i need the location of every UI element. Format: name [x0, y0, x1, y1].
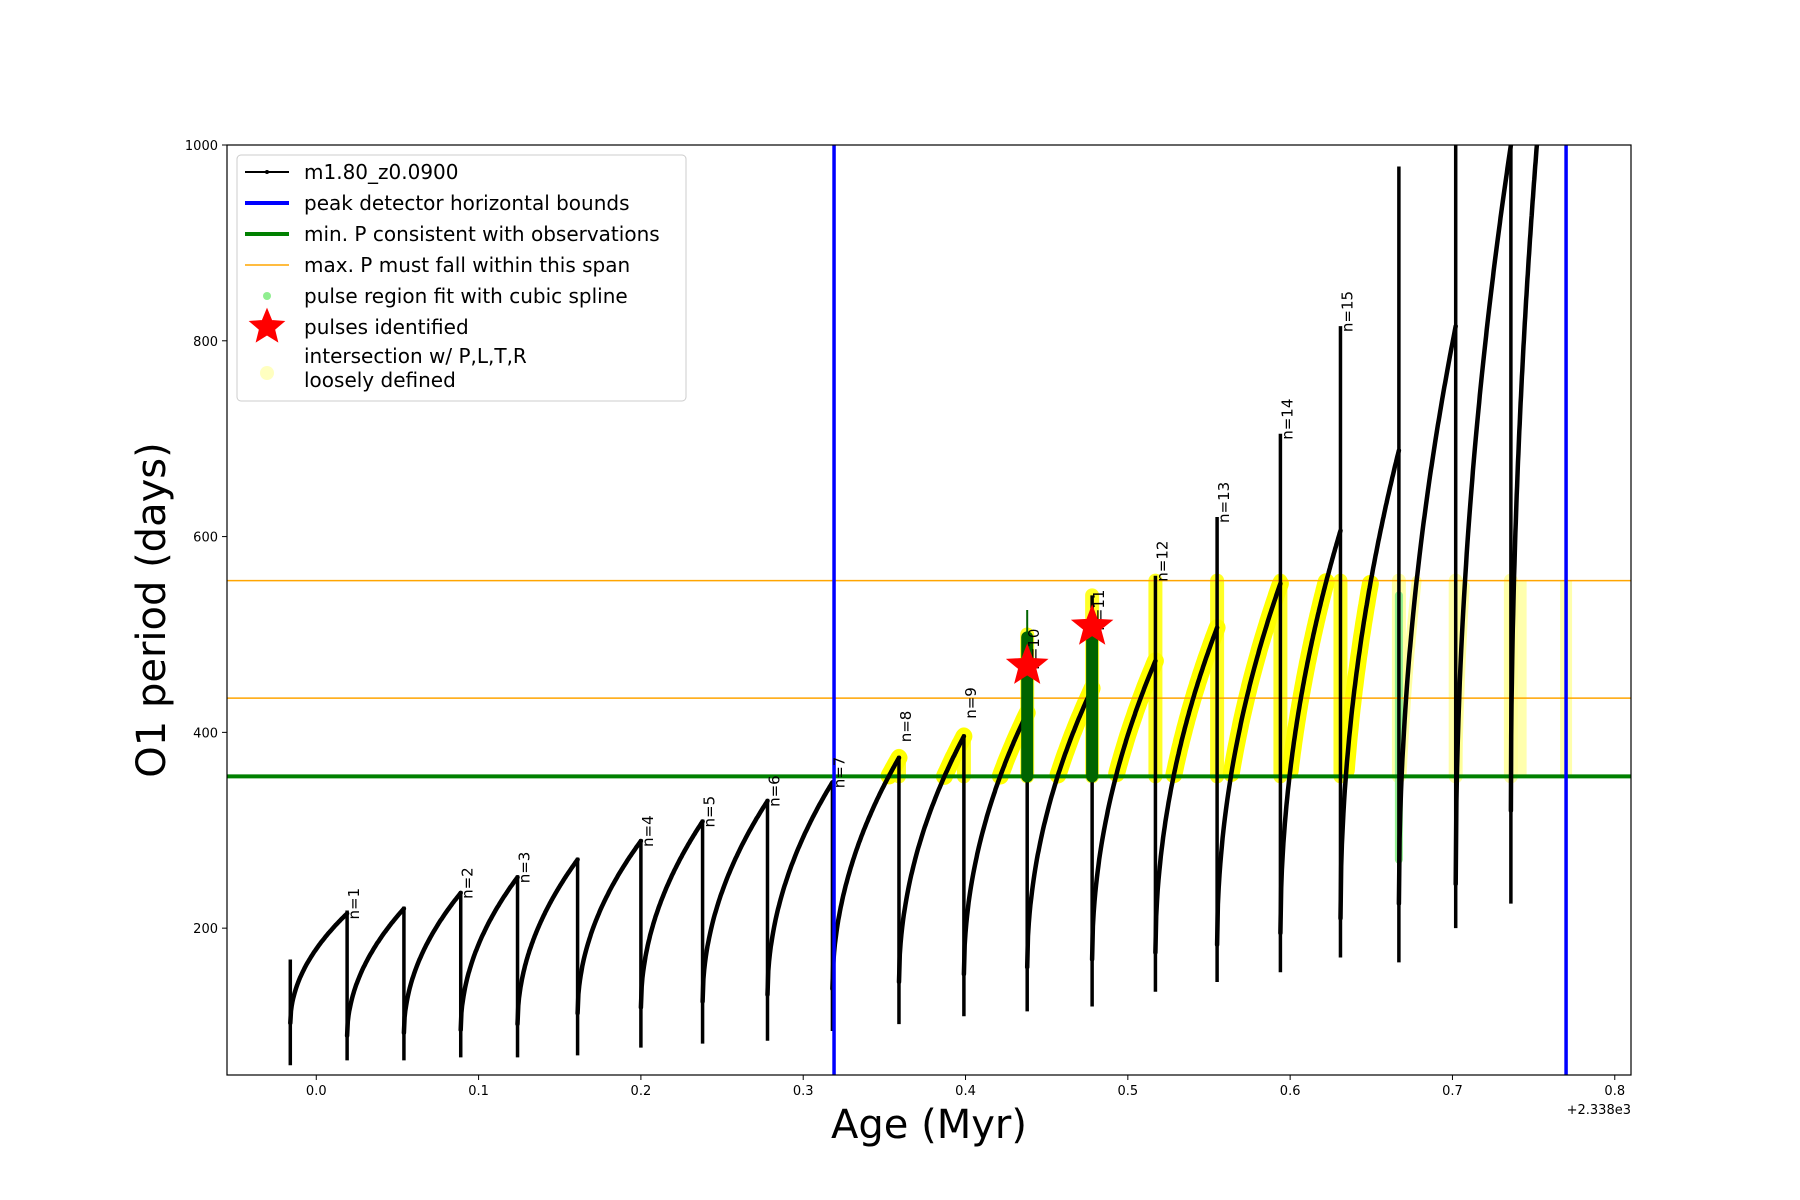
track-cycle-10 [830, 755, 902, 992]
pulse-label-9: n=9 [962, 687, 980, 719]
pulse-label-7: n=7 [830, 757, 848, 789]
legend-label-minP: min. P consistent with observations [304, 222, 660, 246]
x-tick-label-0: 0.0 [306, 1084, 327, 1099]
track-cycle-12 [961, 710, 1030, 977]
track-cycle-4 [458, 875, 520, 1033]
legend-entry-track: m1.80_z0.0900 [245, 160, 459, 184]
track-cycle-8 [700, 798, 770, 1004]
legend-marker-intersection [260, 366, 274, 380]
plot-area: n=1n=2 n=3n=4n=5n=6n=7n=8n=9n=10n=11n=12n… [227, 145, 1631, 1075]
legend-label-maxP: max. P must fall within this span [304, 253, 630, 277]
pulse-label-15: n=15 [1339, 291, 1357, 332]
pulse-label-8: n=8 [897, 711, 915, 743]
pulse-identified-star-1 [1005, 643, 1049, 684]
x-axis-label: Age (Myr) [831, 1102, 1027, 1148]
x-offset-label: +2.338e3 [1567, 1103, 1631, 1118]
pulse-label-3: n=3 [516, 852, 534, 884]
y-tick-label-0: 200 [193, 922, 218, 937]
pulse-label-6: n=6 [766, 775, 784, 807]
y-tick-label-4: 1000 [185, 139, 218, 154]
legend-box [236, 154, 687, 402]
legend-entry-bounds: peak detector horizontal bounds [245, 191, 630, 215]
track-cycle-11 [896, 734, 967, 985]
track-cycle-19 [1396, 323, 1458, 906]
track-cycle-21 [1508, 145, 1540, 813]
legend-entry-intersection: intersection w/ P,L,T,R loosely defined [260, 344, 527, 392]
pulse-label-14: n=14 [1278, 399, 1296, 440]
y-tick-label-1: 400 [193, 726, 218, 741]
track-cycle-14 [1089, 658, 1158, 962]
pulse-label-1: n=1 [345, 888, 363, 920]
legend-entry-pulses: pulses identified [248, 307, 469, 343]
track-cycle-20 [1453, 145, 1514, 887]
y-axis-ticks: 200 400 600 800 1000 [185, 139, 227, 937]
track-cycle-13 [1024, 686, 1095, 970]
legend-entry-spline: pulse region fit with cubic spline [263, 284, 628, 308]
track-cycle-15 [1153, 625, 1220, 955]
legend-marker-star [248, 307, 286, 343]
pulse-label-2: n=2 [459, 867, 477, 899]
legend-entry-maxP: max. P must fall within this span [245, 253, 630, 277]
track-cycle-5 [515, 857, 580, 1027]
x-tick-label-1: 0.1 [468, 1084, 489, 1099]
legend-marker-spline [263, 292, 271, 300]
y-tick-label-3: 800 [193, 335, 218, 350]
legend-entry-minP: min. P consistent with observations [245, 222, 660, 246]
pulse-label-13: n=13 [1215, 482, 1233, 523]
pulse-label-4: n=4 [639, 815, 657, 847]
legend-label-intersection-2: loosely defined [304, 368, 456, 392]
track-cycle-17 [1278, 528, 1343, 936]
plot-frame [226, 144, 1632, 1076]
legend-label-pulses: pulses identified [304, 315, 469, 339]
plot-clip-group [227, 145, 1631, 1075]
track-cycle-7 [638, 819, 705, 1010]
pulse-label-12: n=12 [1153, 541, 1171, 582]
x-tick-label-3: 0.3 [793, 1084, 814, 1099]
track-series [288, 145, 1540, 1066]
legend-label-bounds: peak detector horizontal bounds [304, 191, 630, 215]
x-tick-label-4: 0.4 [955, 1084, 976, 1099]
track-cycle-18 [1338, 448, 1402, 921]
pulse-identified-star-2 [1070, 604, 1114, 645]
x-tick-label-6: 0.6 [1280, 1084, 1301, 1099]
track-cycle-3 [401, 890, 463, 1036]
track-cycle-1 [288, 911, 350, 1026]
legend-label-track: m1.80_z0.0900 [304, 160, 459, 184]
track-cycle-16 [1214, 581, 1283, 948]
y-tick-label-2: 600 [193, 531, 218, 546]
track-cycle-6 [575, 838, 644, 1016]
x-tick-label-7: 0.7 [1442, 1084, 1463, 1099]
track-cycle-9 [765, 780, 835, 997]
pulse-label-5: n=5 [701, 796, 719, 828]
track-cycle-2 [344, 906, 407, 1039]
y-axis-label: O1 period (days) [129, 442, 175, 777]
x-axis-ticks: 0.0 0.1 0.2 0.3 0.4 0.5 0.6 0.7 0.8 [306, 1075, 1625, 1099]
x-tick-label-5: 0.5 [1117, 1084, 1138, 1099]
legend-marker-track-dot [265, 170, 269, 174]
x-tick-label-8: 0.8 [1604, 1084, 1625, 1099]
legend: m1.80_z0.0900 peak detector horizontal b… [236, 154, 687, 402]
legend-label-spline: pulse region fit with cubic spline [304, 284, 628, 308]
x-tick-label-2: 0.2 [631, 1084, 652, 1099]
legend-label-intersection: intersection w/ P,L,T,R [304, 344, 527, 368]
